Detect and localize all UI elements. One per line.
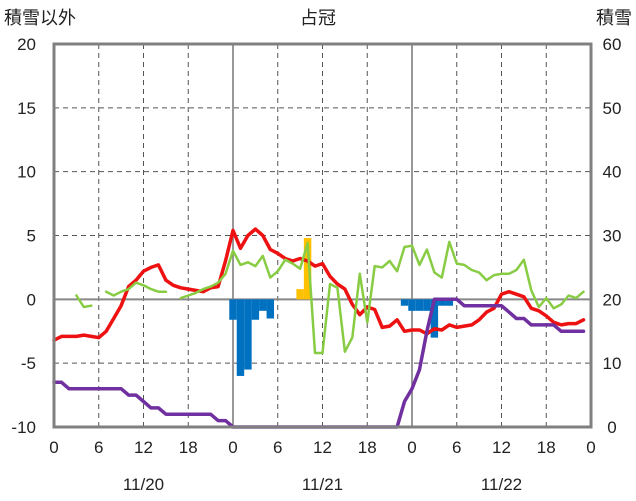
x-tick-label: 0 — [49, 438, 58, 457]
sunshine-bar — [244, 299, 252, 370]
x-tick-label: 6 — [452, 438, 461, 457]
y-right-tick-label: 30 — [603, 227, 622, 246]
sunshine-bar — [236, 299, 245, 376]
y-left-tick-label: 20 — [17, 35, 36, 54]
plot-border — [52, 42, 593, 429]
y-left-tick-label: 15 — [17, 99, 36, 118]
x-tick-label: 0 — [586, 438, 595, 457]
x-tick-label: 18 — [179, 438, 198, 457]
precipitation-bar — [296, 289, 304, 300]
sunshine-bar — [259, 299, 267, 311]
x-tick-label: 18 — [537, 438, 556, 457]
sunshine-bar — [423, 299, 431, 311]
x-tick-label: 12 — [492, 438, 511, 457]
date-label: 11/21 — [302, 475, 343, 494]
y-left-tick-label: 10 — [17, 163, 36, 182]
y-right-tick-label: 10 — [603, 354, 622, 373]
sunshine-bar — [415, 299, 424, 311]
x-tick-label: 0 — [228, 438, 237, 457]
plot-frame — [52, 42, 593, 429]
x-tick-label: 6 — [94, 438, 103, 457]
wind-line — [75, 294, 93, 309]
date-labels: 11/20 11/21 11/22 — [123, 475, 522, 494]
y-left-tick-label: -10 — [11, 418, 36, 437]
x-tick-label: 12 — [134, 438, 153, 457]
x-tick-label: 0 — [407, 438, 416, 457]
y-right-label: 積雪 — [596, 8, 632, 29]
y-right-tick-label: 40 — [603, 163, 622, 182]
gridlines — [54, 44, 591, 427]
series-layer — [52, 227, 586, 429]
wind-line — [179, 240, 585, 355]
sunshine-bar — [438, 299, 446, 306]
y-left-ticks: 20 15 10 5 0 -5 -10 — [11, 35, 36, 437]
x-tick-label: 6 — [273, 438, 282, 457]
sunshine-bar — [266, 299, 275, 319]
y-left-label: 積雪以外 — [4, 8, 76, 29]
y-right-tick-label: 20 — [603, 290, 622, 309]
sunshine-bar — [229, 299, 237, 320]
sunshine-bar — [251, 299, 260, 320]
wind-line — [104, 281, 168, 297]
date-label: 11/20 — [123, 475, 164, 494]
y-right-tick-label: 50 — [603, 99, 622, 118]
bars-layer — [229, 238, 454, 376]
x-tick-label: 12 — [313, 438, 332, 457]
y-left-tick-label: 5 — [27, 227, 36, 246]
y-right-tick-label: 0 — [607, 418, 616, 437]
precipitation-bar — [303, 238, 312, 300]
y-left-tick-label: 0 — [27, 290, 36, 309]
y-right-tick-label: 60 — [603, 35, 622, 54]
sunshine-bar — [408, 299, 416, 311]
sunshine-bar — [430, 299, 439, 338]
y-left-tick-label: -5 — [21, 354, 36, 373]
chart-title: 占冠 — [300, 8, 336, 29]
sunshine-bar — [445, 299, 454, 306]
x-hour-ticks: 0 6 12 18 0 6 12 18 0 6 12 18 0 — [49, 438, 595, 457]
y-right-ticks: 60 50 40 30 20 10 0 — [603, 35, 622, 437]
date-label: 11/22 — [481, 475, 522, 494]
x-tick-label: 18 — [358, 438, 377, 457]
sunshine-bar — [400, 299, 409, 306]
